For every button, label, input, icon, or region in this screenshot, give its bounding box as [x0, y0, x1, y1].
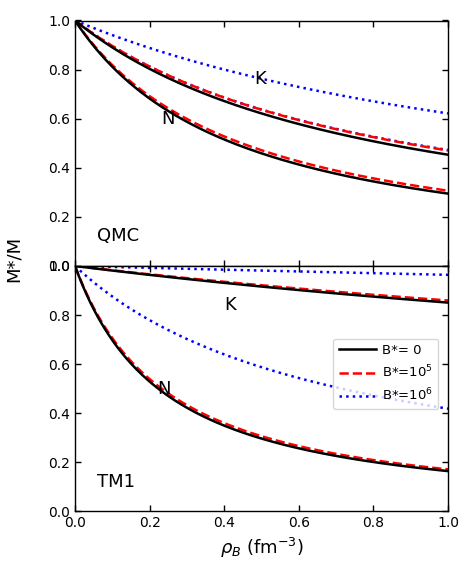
Text: K: K: [254, 70, 266, 89]
Text: N: N: [157, 380, 171, 398]
Text: K: K: [224, 296, 236, 314]
Legend: B*= 0, B*=10$^5$, B*=10$^6$: B*= 0, B*=10$^5$, B*=10$^6$: [333, 339, 438, 409]
X-axis label: $\rho_B$ (fm$^{-3}$): $\rho_B$ (fm$^{-3}$): [219, 536, 303, 560]
Text: N: N: [161, 110, 174, 128]
Text: QMC: QMC: [98, 228, 139, 246]
Text: M*/M: M*/M: [5, 236, 23, 282]
Text: TM1: TM1: [98, 473, 136, 491]
